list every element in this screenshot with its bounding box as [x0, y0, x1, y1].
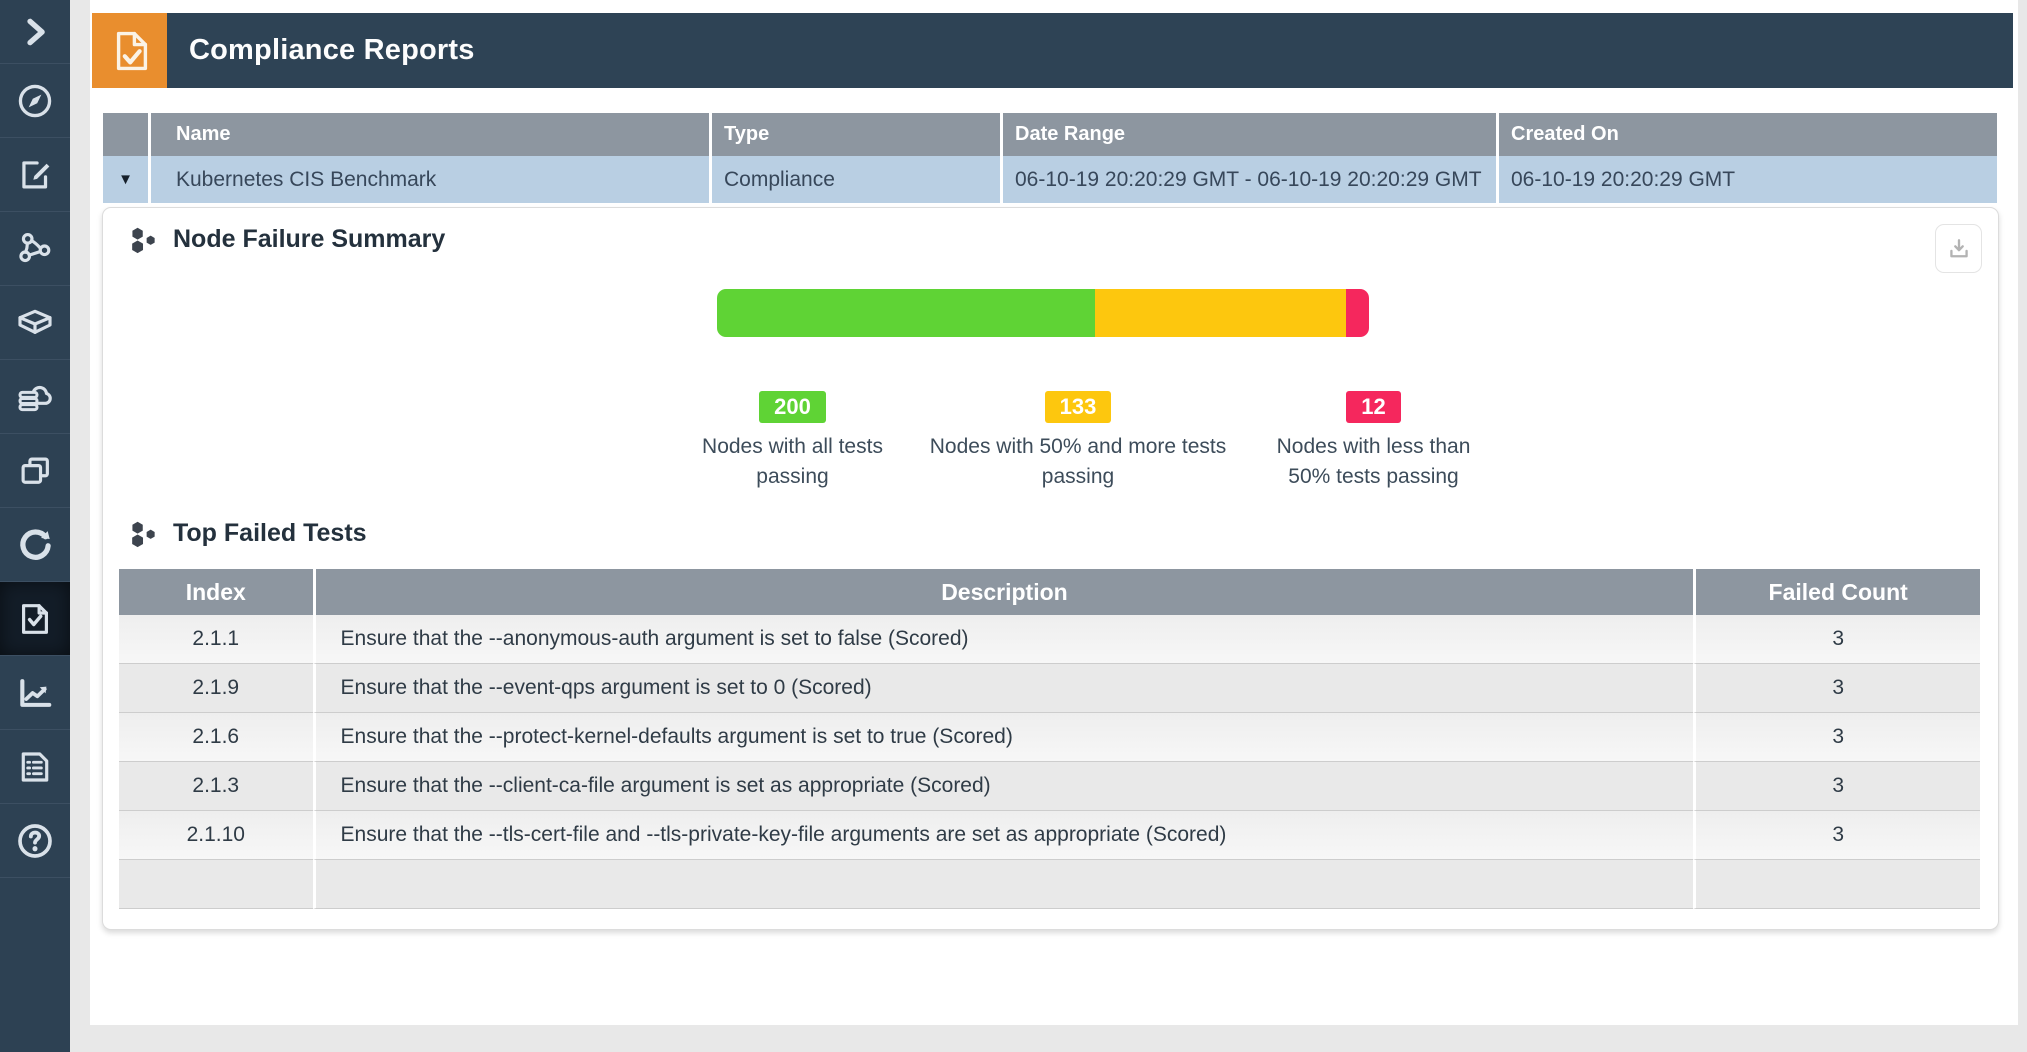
failed-test-row: 2.1.9 Ensure that the --event-qps argume…: [119, 664, 1980, 713]
test-failed-count: 3: [1693, 664, 1980, 713]
failed-test-row: 2.1.3 Ensure that the --client-ca-file a…: [119, 762, 1980, 811]
reports-table-header-row: Name Type Date Range Created On: [103, 113, 1997, 156]
test-description: Ensure that the --anonymous-auth argumen…: [312, 615, 1694, 664]
main-content: Compliance Reports Name Type Date Range …: [90, 0, 2018, 1025]
test-failed-count: 3: [1693, 811, 1980, 860]
chevron-right-icon: [27, 18, 45, 45]
report-name-cell: Kubernetes CIS Benchmark: [148, 156, 709, 203]
bar-segment-50-and-more-passing: [1094, 289, 1347, 337]
node-failure-summary-header: Node Failure Summary: [127, 224, 1982, 255]
test-failed-count: 3: [1693, 615, 1980, 664]
test-failed-count: 3: [1693, 713, 1980, 762]
legend-count-badge-pink: 12: [1346, 391, 1401, 423]
layers-icon: [21, 457, 49, 484]
failed-tests-header-row: Index Description Failed Count: [119, 569, 1980, 615]
test-index: 2.1.6: [119, 713, 313, 762]
column-header-created-on: Created On: [1496, 113, 1997, 156]
legend-count-badge-yellow: 133: [1044, 391, 1112, 423]
line-chart-icon: [20, 678, 52, 707]
node-failure-legend: 200 Nodes with all tests passing 133 Nod…: [685, 391, 1982, 492]
failed-test-row: 2.1.1 Ensure that the --anonymous-auth a…: [119, 615, 1980, 664]
sidebar-item-logs[interactable]: [0, 730, 70, 804]
top-failed-tests-table: Index Description Failed Count 2.1.1 Ens…: [119, 569, 1980, 909]
report-detail-panel: Node Failure Summary 200 Nodes with all …: [102, 207, 1999, 930]
cluster-nodes-icon: [132, 521, 155, 548]
page-title-bar: Compliance Reports: [167, 13, 2013, 88]
node-failure-stacked-bar: [717, 289, 1369, 337]
sidebar-item-policies[interactable]: [0, 138, 70, 212]
legend-item-50-and-more: 133 Nodes with 50% and more tests passin…: [928, 391, 1228, 492]
column-header-description: Description: [312, 569, 1694, 615]
report-date-range-cell: 06-10-19 20:20:29 GMT - 06-10-19 20:20:2…: [1000, 156, 1496, 203]
sidebar: [0, 0, 70, 1052]
legend-label: Nodes with 50% and more tests passing: [929, 435, 1227, 488]
failed-test-row: 2.1.6 Ensure that the --protect-kernel-d…: [119, 713, 1980, 762]
test-description: Ensure that the --tls-cert-file and --tl…: [312, 811, 1694, 860]
section-title: Node Failure Summary: [173, 225, 446, 253]
collapse-arrow-icon[interactable]: ▼: [118, 171, 133, 188]
sidebar-item-images[interactable]: [0, 434, 70, 508]
row-expander-cell[interactable]: ▼: [103, 156, 148, 203]
legend-label: Nodes with all tests passing: [702, 435, 883, 488]
sidebar-item-runtime[interactable]: [0, 508, 70, 582]
sidebar-item-analytics[interactable]: [0, 656, 70, 730]
document-check-icon: [22, 603, 48, 634]
sidebar-item-dashboard[interactable]: [0, 64, 70, 138]
page-header: Compliance Reports: [92, 13, 2013, 88]
test-index: 2.1.1: [119, 615, 313, 664]
sidebar-item-registries[interactable]: [0, 360, 70, 434]
report-list-icon: [21, 751, 49, 782]
test-index: 2.1.9: [119, 664, 313, 713]
document-check-icon: [116, 31, 147, 70]
report-row[interactable]: ▼ Kubernetes CIS Benchmark Compliance 06…: [103, 156, 1997, 203]
test-description: Ensure that the --event-qps argument is …: [312, 664, 1694, 713]
legend-item-less-than-50: 12 Nodes with less than 50% tests passin…: [1256, 391, 1491, 492]
top-failed-tests-header: Top Failed Tests: [127, 518, 1982, 549]
question-circle-icon: [18, 823, 52, 858]
bar-segment-less-than-50-passing: [1346, 289, 1369, 337]
cloud-storage-icon: [18, 385, 52, 411]
test-index: 2.1.10: [119, 811, 313, 860]
edit-document-icon: [21, 161, 49, 189]
bar-segment-all-passing: [717, 289, 1095, 337]
column-header-failed-count: Failed Count: [1693, 569, 1980, 615]
download-button[interactable]: [1935, 224, 1982, 273]
report-created-on-cell: 06-10-19 20:20:29 GMT: [1496, 156, 1997, 203]
reports-table: Name Type Date Range Created On ▼ Kubern…: [103, 113, 1997, 203]
empty-row: [119, 860, 1980, 909]
column-header-type: Type: [709, 113, 1000, 156]
expander-column-header: [103, 113, 148, 156]
test-failed-count: 3: [1693, 762, 1980, 811]
page-title: Compliance Reports: [189, 34, 475, 66]
reports-table-wrap: Name Type Date Range Created On ▼ Kubern…: [103, 113, 1997, 203]
share-nodes-icon: [19, 232, 51, 262]
download-icon: [1949, 238, 1968, 257]
test-index: 2.1.3: [119, 762, 313, 811]
column-header-date-range: Date Range: [1000, 113, 1496, 156]
report-type-cell: Compliance: [709, 156, 1000, 203]
column-header-name: Name: [148, 113, 709, 156]
column-header-index: Index: [119, 569, 313, 615]
legend-label: Nodes with less than 50% tests passing: [1276, 435, 1471, 488]
cluster-nodes-icon: [132, 227, 155, 254]
sidebar-item-compliance[interactable]: [0, 582, 70, 656]
legend-item-all-passing: 200 Nodes with all tests passing: [685, 391, 900, 492]
section-title: Top Failed Tests: [173, 519, 367, 547]
sidebar-item-containers[interactable]: [0, 286, 70, 360]
page-header-icon-block: [92, 13, 167, 88]
failed-test-row: 2.1.10 Ensure that the --tls-cert-file a…: [119, 811, 1980, 860]
legend-count-badge-green: 200: [759, 391, 826, 423]
cube-icon: [18, 309, 52, 334]
test-description: Ensure that the --protect-kernel-default…: [312, 713, 1694, 762]
refresh-icon: [20, 528, 51, 560]
sidebar-item-topology[interactable]: [0, 212, 70, 286]
sidebar-item-help[interactable]: [0, 804, 70, 878]
test-description: Ensure that the --client-ca-file argumen…: [312, 762, 1694, 811]
compass-icon: [18, 84, 52, 117]
sidebar-item-expand[interactable]: [0, 0, 70, 64]
